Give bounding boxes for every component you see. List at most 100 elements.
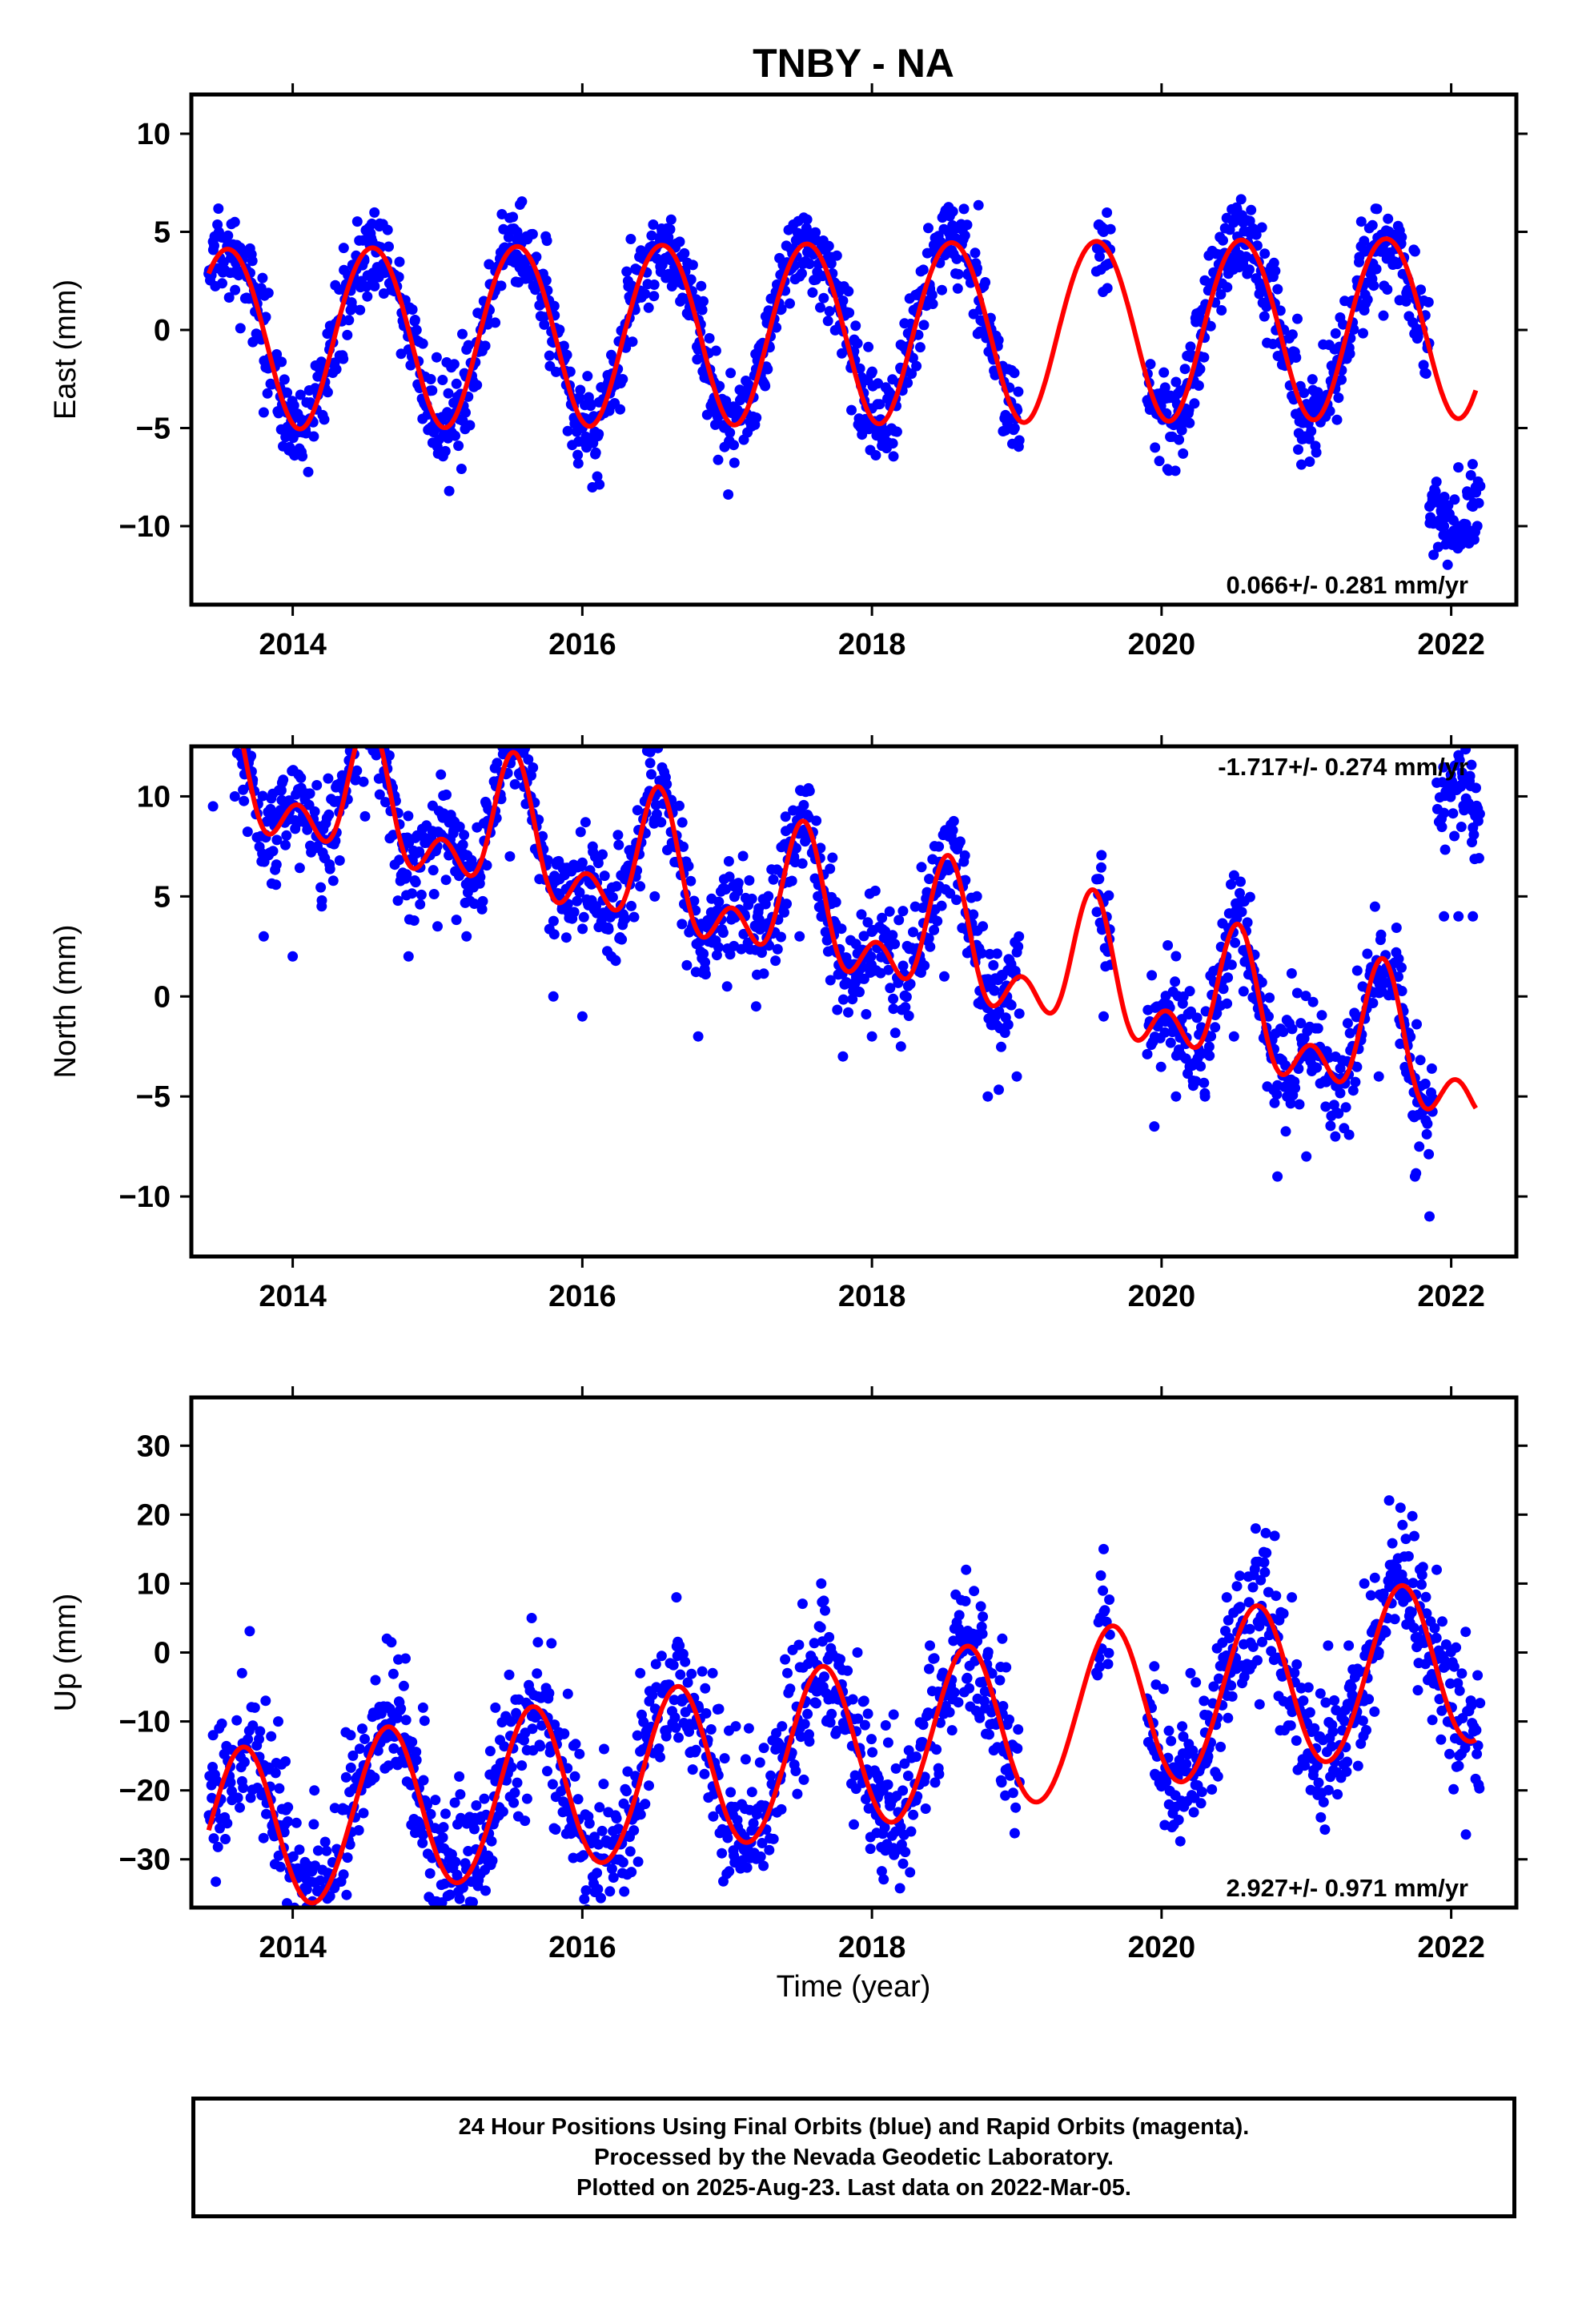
up-data-point <box>797 1598 808 1610</box>
up-data-point <box>686 1668 697 1679</box>
east-data-point <box>496 209 508 219</box>
north-data-point <box>856 909 867 920</box>
up-data-point <box>345 1730 356 1741</box>
east-data-point <box>1193 380 1204 391</box>
north-data-point <box>1335 1088 1346 1099</box>
north-data-point <box>403 951 414 962</box>
up-data-point <box>1244 1623 1255 1634</box>
up-data-point <box>1373 1647 1384 1658</box>
north-data-point <box>721 981 733 992</box>
east-data-point <box>725 427 736 438</box>
up-data-point <box>1395 1502 1406 1514</box>
north-data-point <box>1447 808 1459 819</box>
up-data-point <box>447 1948 457 1959</box>
up-data-point <box>984 1729 994 1740</box>
north-data-point <box>219 649 229 659</box>
north-data-point <box>441 789 452 800</box>
up-data-point <box>741 1862 753 1873</box>
up-x-tick-label: 2014 <box>259 1931 327 1964</box>
up-data-point <box>771 1727 781 1739</box>
east-data-point <box>541 235 552 247</box>
north-data-point <box>733 878 744 889</box>
north-data-point <box>451 915 462 926</box>
north-data-point <box>760 899 771 910</box>
up-data-point <box>546 1638 557 1649</box>
north-data-point <box>213 719 223 730</box>
north-data-point <box>454 821 465 832</box>
north-data-point <box>908 927 918 938</box>
east-data-point <box>656 227 668 237</box>
north-data-point <box>504 850 516 862</box>
up-data-point <box>604 1886 616 1897</box>
east-data-point <box>1368 280 1379 292</box>
up-data-point <box>1420 1591 1431 1602</box>
up-data-point <box>717 1848 728 1859</box>
east-data-point <box>1468 501 1479 512</box>
north-data-point <box>215 685 226 695</box>
east-data-point <box>958 203 970 215</box>
north-data-point <box>1342 1018 1353 1029</box>
north-data-point <box>208 671 219 682</box>
east-data-point <box>1358 328 1368 339</box>
north-data-point <box>1460 746 1472 755</box>
north-data-point <box>578 911 589 923</box>
north-data-point <box>364 686 375 697</box>
north-data-point <box>1142 1048 1153 1059</box>
up-data-point <box>457 1882 468 1893</box>
up-data-point <box>804 1736 815 1747</box>
north-data-point <box>651 809 662 820</box>
east-data-point <box>973 199 984 211</box>
up-data-point <box>579 1893 590 1904</box>
north-data-point <box>1291 987 1303 999</box>
north-data-point <box>348 716 359 726</box>
up-data-point <box>900 1847 911 1858</box>
north-data-point <box>1362 948 1373 959</box>
north-data-point <box>366 688 376 698</box>
east-rate-annotation: 0.066+/- 0.281 mm/yr <box>1227 571 1468 599</box>
north-data-point <box>700 969 711 980</box>
north-data-point <box>1439 807 1450 818</box>
up-data-point <box>216 1718 227 1729</box>
up-data-point <box>1191 1677 1202 1688</box>
north-data-point <box>267 846 279 857</box>
up-data-point <box>1005 1770 1016 1781</box>
up-data-point <box>758 1743 769 1754</box>
north-data-point <box>794 931 805 942</box>
up-data-point <box>727 1928 737 1938</box>
up-data-point <box>1466 1700 1477 1711</box>
east-data-point <box>1292 313 1303 324</box>
east-data-point <box>1296 459 1307 470</box>
north-data-point <box>350 730 360 741</box>
north-data-point <box>901 991 912 1003</box>
up-data-point <box>776 1803 787 1815</box>
north-data-point <box>316 901 327 912</box>
north-data-point <box>677 817 688 828</box>
north-data-point <box>723 856 734 866</box>
north-data-point <box>227 731 238 742</box>
north-data-point <box>772 943 783 955</box>
north-data-point <box>724 871 735 883</box>
north-data-point <box>1199 1091 1211 1102</box>
east-data-point <box>962 219 973 231</box>
up-data-point <box>347 1750 359 1761</box>
north-data-point <box>999 1027 1010 1039</box>
north-data-point <box>612 830 624 841</box>
north-data-point <box>278 774 289 786</box>
up-data-point <box>1188 1807 1199 1818</box>
up-data-point <box>746 1787 757 1798</box>
up-data-point <box>998 1701 1009 1711</box>
east-data-point <box>970 247 981 259</box>
up-data-point <box>1104 1629 1115 1640</box>
east-data-point <box>729 440 739 451</box>
footer-caption-box: 24 Hour Positions Using Final Orbits (bl… <box>191 2097 1516 2218</box>
up-data-point <box>1227 1691 1238 1702</box>
east-data-point <box>484 259 495 270</box>
up-data-point <box>469 1823 480 1835</box>
north-data-point <box>934 841 945 852</box>
up-data-point <box>1448 1661 1460 1672</box>
north-data-point <box>1351 965 1363 976</box>
north-data-point <box>947 825 958 836</box>
north-data-point <box>1191 1076 1202 1087</box>
up-data-point <box>1387 1538 1398 1549</box>
up-data-point <box>273 1850 284 1861</box>
